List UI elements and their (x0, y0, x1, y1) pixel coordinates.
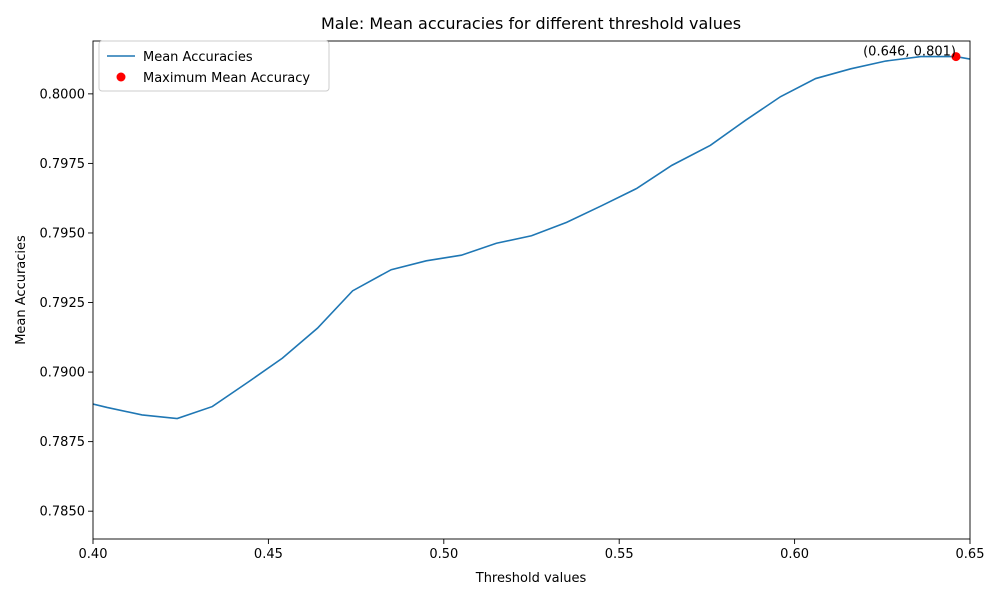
legend-box (98, 40, 330, 92)
chart-title: Male: Mean accuracies for different thre… (321, 14, 741, 33)
plot-frame (92, 40, 971, 540)
max-accuracy-point (951, 52, 961, 62)
x-tick-label: 0.45 (254, 547, 283, 562)
plot-area: (0.646, 0.801) (92, 40, 971, 540)
y-tick-label: 0.7975 (40, 157, 86, 172)
x-axis-label: Threshold values (475, 571, 587, 586)
y-tick-label: 0.8000 (40, 87, 86, 102)
x-tick-label: 0.60 (780, 547, 809, 562)
legend-point-swatch (116, 72, 126, 82)
y-axis: 0.7850 0.7875 0.7900 0.7925 0.7950 0.7975 0.80… (40, 87, 93, 520)
y-tick-label: 0.7900 (40, 366, 86, 381)
legend-label-mean-accuracies: Mean Accuracies (143, 50, 253, 65)
legend: Mean Accuracies Maximum Mean Accuracy (98, 40, 330, 92)
x-tick-label: 0.40 (79, 547, 108, 562)
legend-label-maximum: Maximum Mean Accuracy (143, 71, 310, 86)
x-axis: 0.40 0.45 0.50 0.55 0.60 0.65 (79, 539, 985, 562)
x-tick-label: 0.50 (429, 547, 458, 562)
y-tick-label: 0.7875 (40, 435, 86, 450)
y-tick-label: 0.7925 (40, 296, 86, 311)
y-tick-label: 0.7850 (40, 505, 86, 520)
x-tick-label: 0.65 (956, 547, 985, 562)
max-accuracy-annotation: (0.646, 0.801) (863, 45, 956, 60)
y-tick-label: 0.7950 (40, 226, 86, 241)
y-axis-label: Mean Accuracies (14, 235, 29, 345)
series-line-0 (93, 55, 970, 420)
x-tick-label: 0.55 (605, 547, 634, 562)
